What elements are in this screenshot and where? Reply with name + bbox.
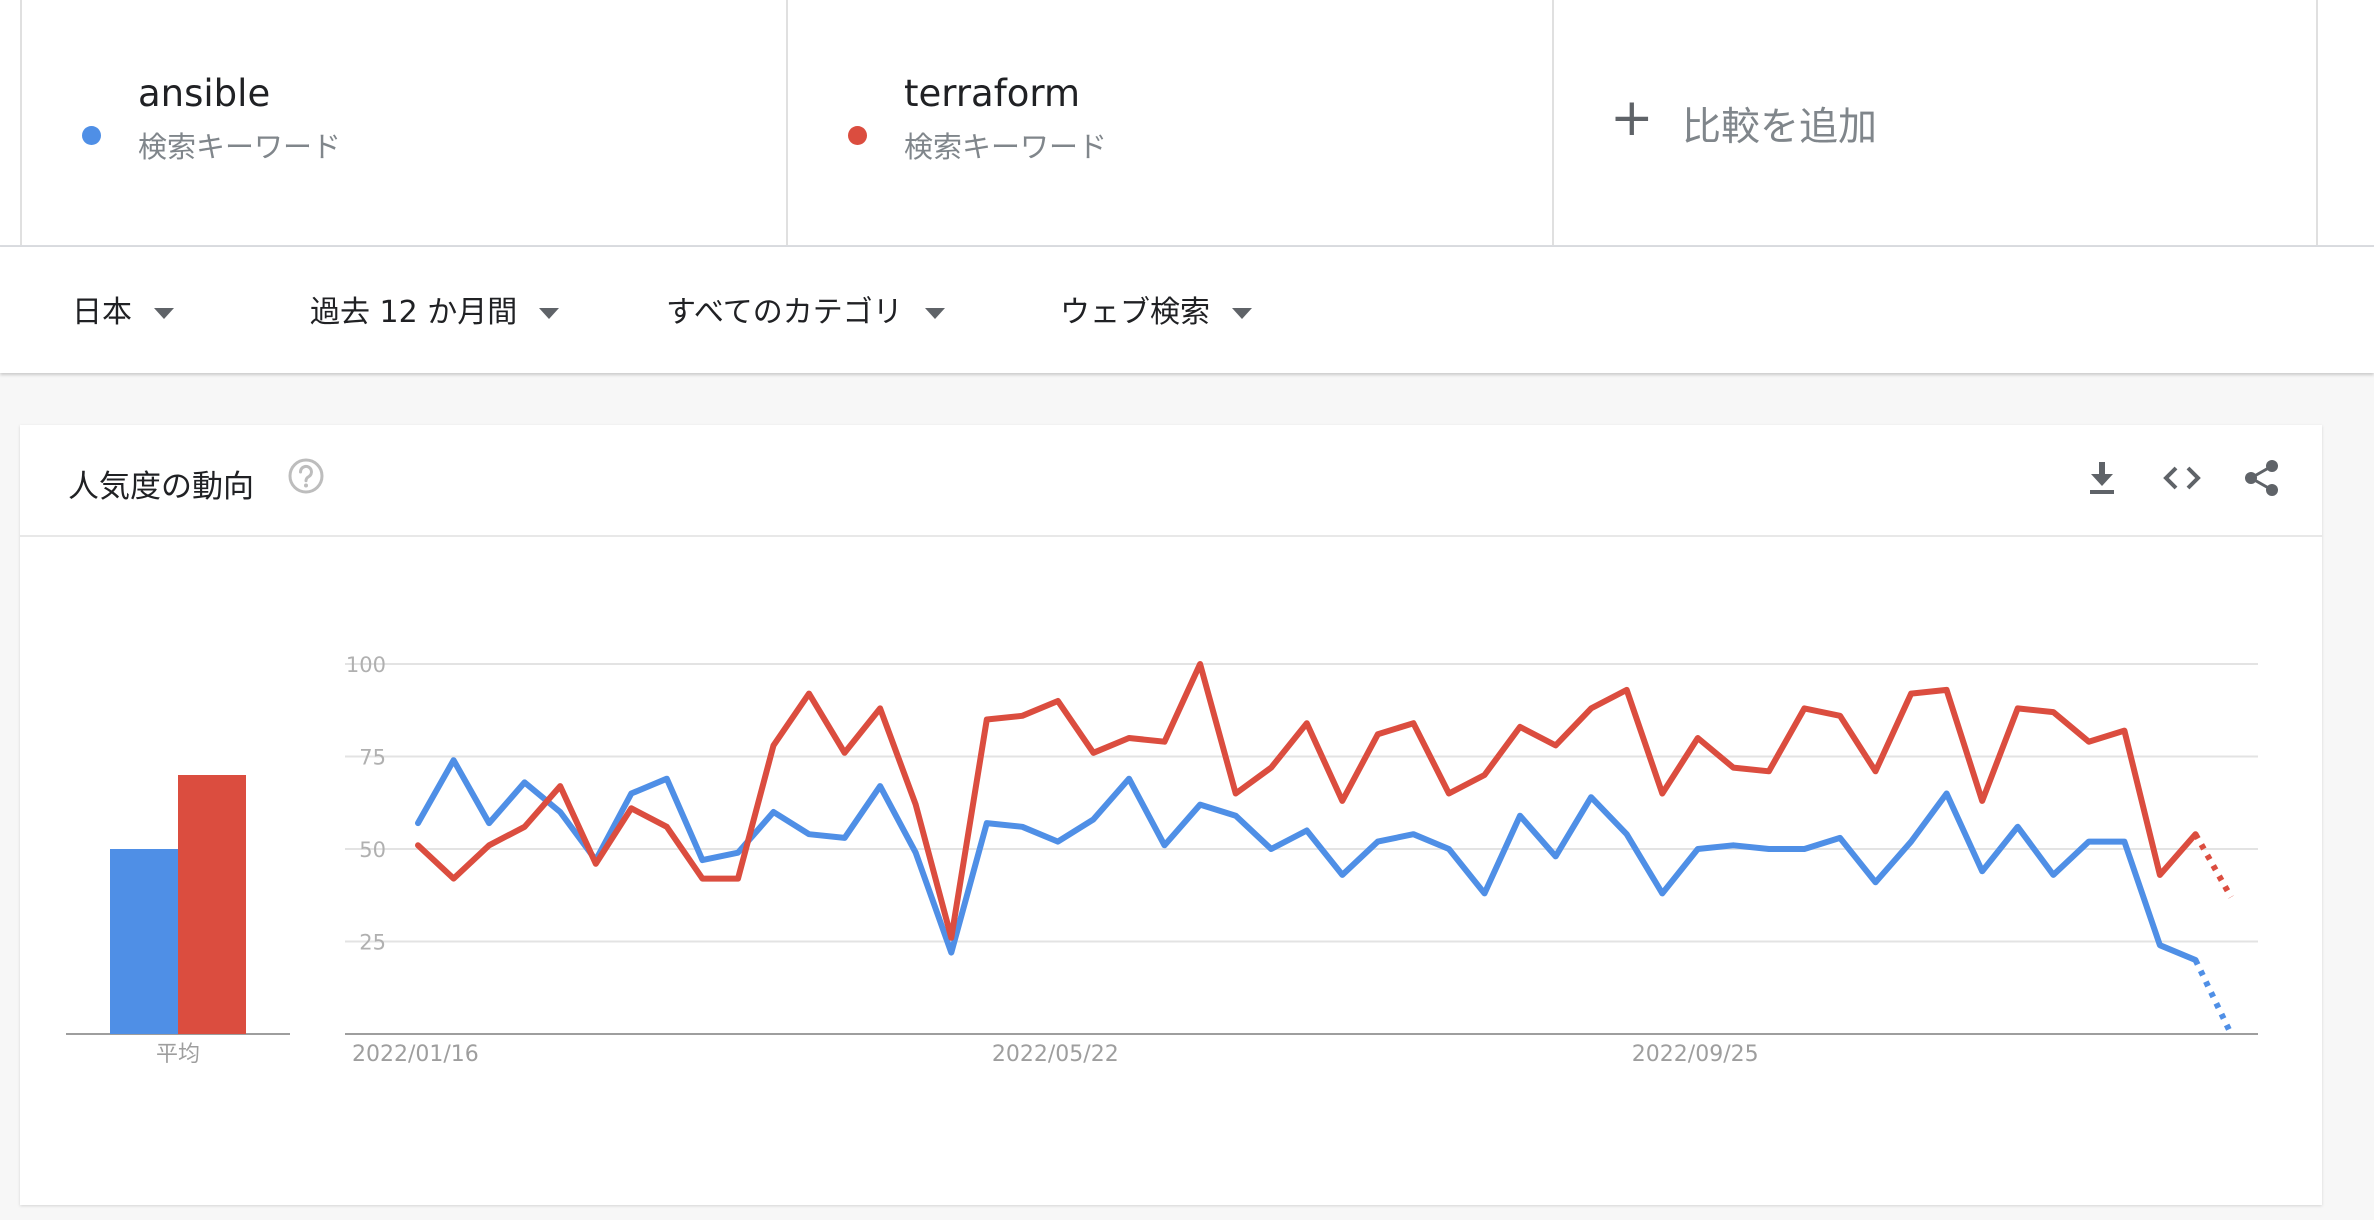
term-name: terraform — [904, 72, 1080, 115]
series-partial-terraform — [2192, 832, 2234, 899]
card-title: 人気度の動向 — [68, 469, 254, 505]
y-tick-label: 75 — [359, 746, 386, 770]
region-value: 日本 — [72, 295, 132, 330]
search-type-dropdown[interactable]: ウェブ検索 — [1060, 287, 1252, 331]
caret-down-icon — [154, 308, 174, 319]
category-dropdown[interactable]: すべてのカテゴリ — [666, 287, 945, 331]
embed-code-icon[interactable] — [2160, 456, 2204, 500]
caret-down-icon — [924, 308, 945, 319]
caret-down-icon — [539, 308, 560, 319]
term-type: 検索キーワード — [138, 130, 342, 164]
term-card-terraform[interactable]: terraform 検索キーワード — [786, 0, 1552, 245]
x-tick-label: 2022/09/25 — [1632, 1042, 1759, 1067]
series-color-dot — [848, 126, 867, 145]
chart-labels: 100 75 50 25 2022/01/16 2022/05/22 2022/09/25 平… — [156, 653, 1759, 1067]
region-dropdown[interactable]: 日本 — [72, 287, 174, 331]
x-tick-label: 2022/01/16 — [352, 1042, 479, 1067]
average-label: 平均 — [156, 1042, 200, 1067]
line-series — [415, 661, 2234, 1036]
help-icon[interactable] — [288, 458, 324, 494]
y-tick-label: 25 — [359, 931, 386, 955]
y-tick-label: 100 — [346, 653, 386, 677]
share-icon[interactable] — [2240, 456, 2284, 500]
card-header: 人気度の動向 — [20, 425, 2322, 537]
series-line-ansible[interactable] — [415, 757, 2199, 963]
y-tick-label: 50 — [359, 838, 386, 862]
download-icon[interactable] — [2080, 456, 2124, 500]
interest-over-time-card: 人気度の動向 — [20, 425, 2322, 1205]
term-type: 検索キーワード — [904, 130, 1108, 164]
caret-down-icon — [1232, 308, 1252, 319]
chart-gridlines — [345, 663, 2258, 1035]
category-value: すべてのカテゴリ — [666, 295, 903, 330]
add-comparison-button[interactable]: + 比較を追加 — [1552, 0, 2318, 245]
plus-icon: + — [1610, 88, 1654, 148]
search-type-value: ウェブ検索 — [1060, 295, 1210, 330]
term-card-ansible[interactable]: ansible 検索キーワード — [20, 0, 786, 245]
filter-bar: 日本 過去 12 か月間 すべてのカテゴリ ウェブ検索 — [0, 247, 2374, 373]
series-line-terraform[interactable] — [415, 661, 2199, 941]
period-dropdown[interactable]: 過去 12 か月間 — [310, 287, 560, 331]
average-bar-chart — [66, 775, 290, 1035]
average-bar-ansible[interactable] — [110, 849, 178, 1034]
x-tick-label: 2022/05/22 — [992, 1042, 1119, 1067]
term-name: ansible — [138, 72, 271, 115]
series-partial-ansible — [2192, 958, 2234, 1036]
average-bar-terraform[interactable] — [178, 775, 246, 1034]
series-color-dot — [82, 126, 101, 145]
comparison-bar: ansible 検索キーワード terraform 検索キーワード + 比較を追… — [0, 0, 2374, 247]
period-value: 過去 12 か月間 — [310, 295, 518, 330]
add-comparison-label: 比較を追加 — [1682, 105, 1878, 150]
